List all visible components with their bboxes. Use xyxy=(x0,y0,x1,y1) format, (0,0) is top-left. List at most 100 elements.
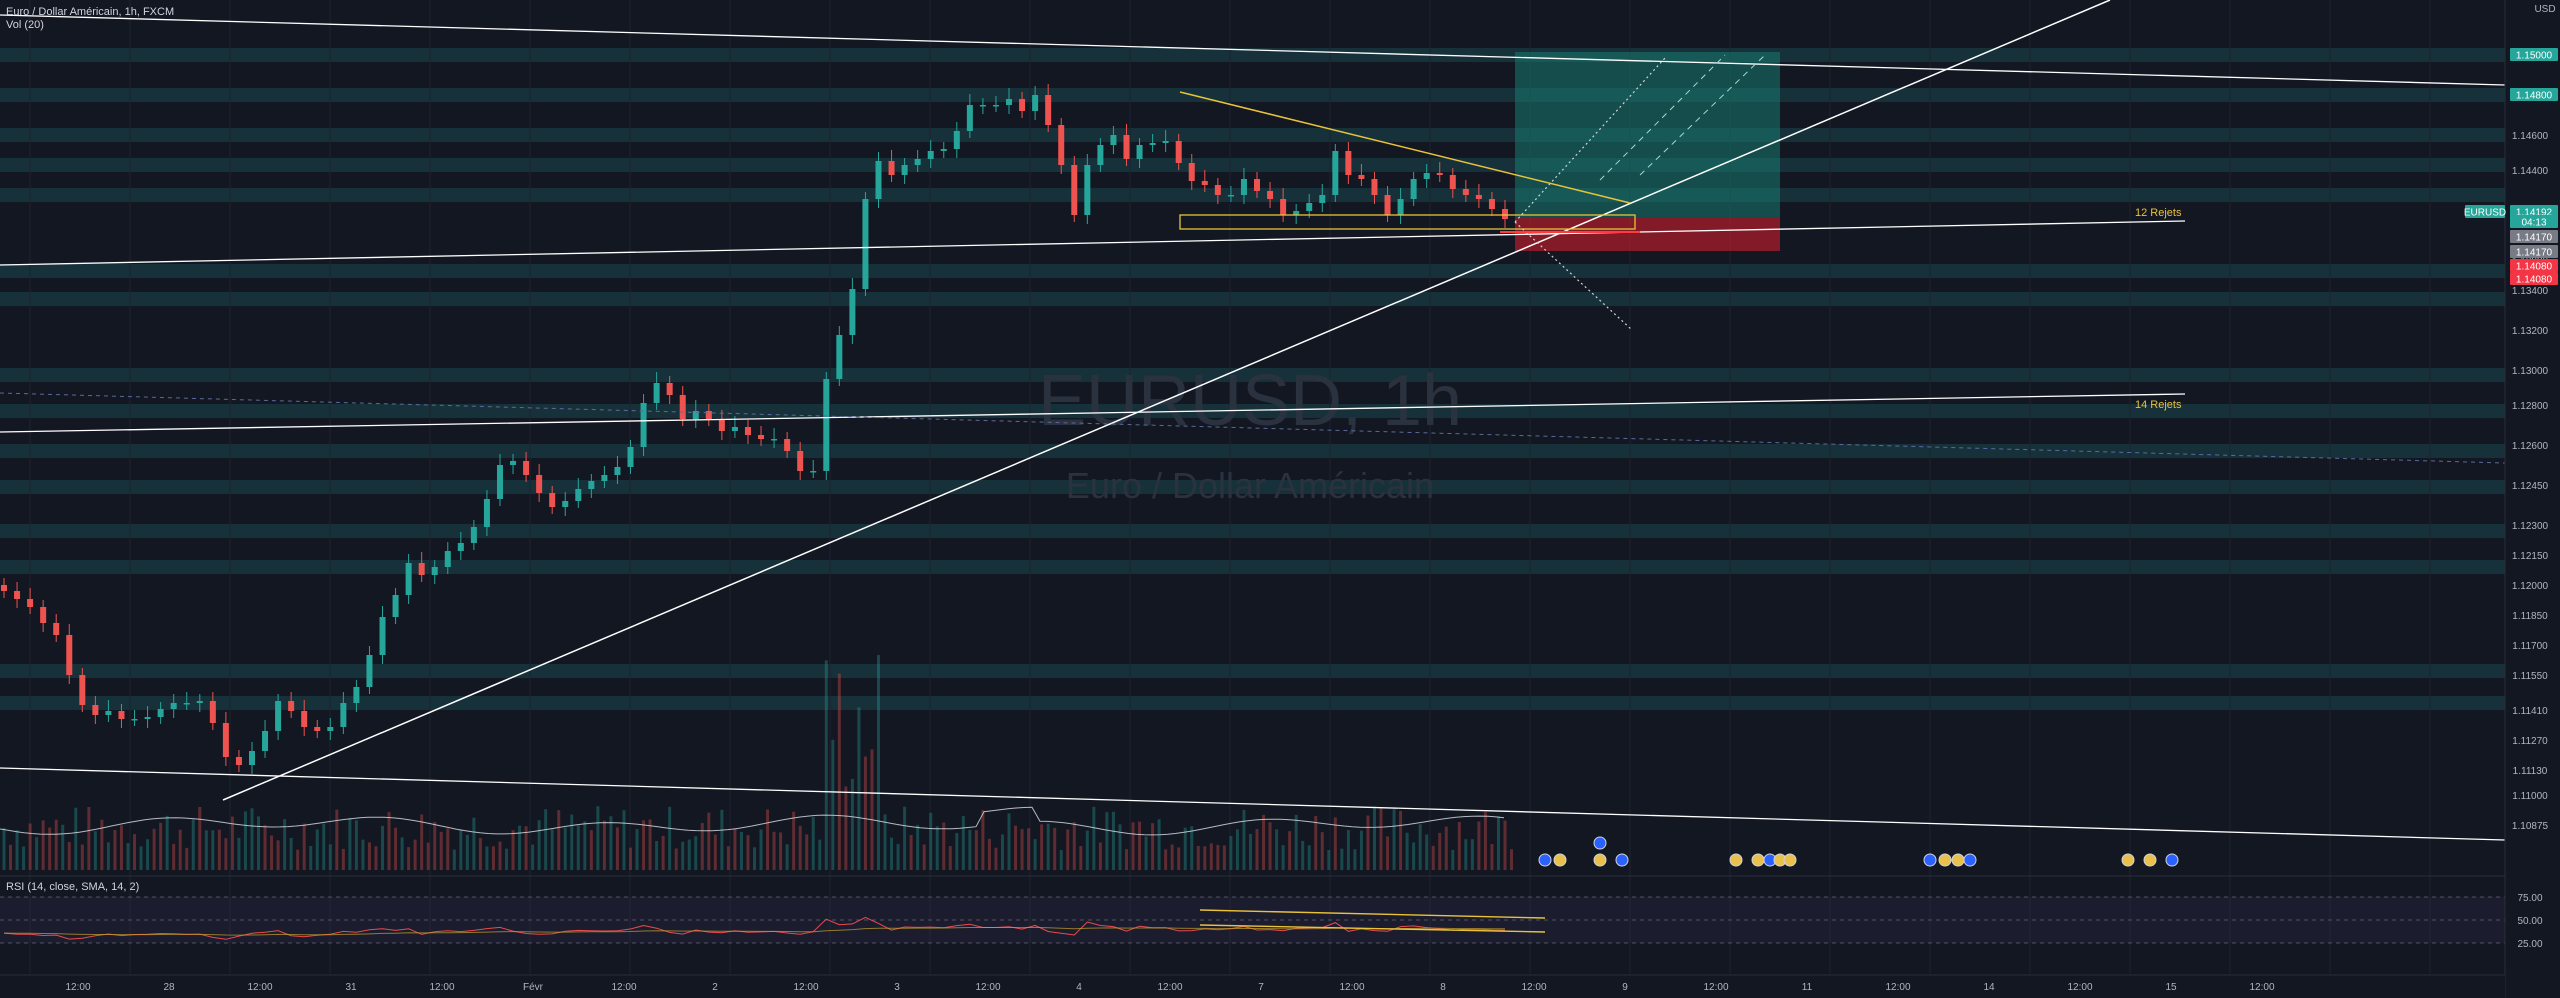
volume-bar xyxy=(328,844,332,870)
price-tag: 1.14192 xyxy=(2516,208,2553,219)
volume-bar xyxy=(113,829,117,870)
volume-bar xyxy=(518,825,522,870)
volume-bar xyxy=(974,830,978,870)
time-tick: 12:00 xyxy=(1157,982,1182,993)
volume-bar xyxy=(1000,834,1004,870)
volume-bar xyxy=(348,818,352,870)
candle-body xyxy=(483,499,490,527)
volume-bar xyxy=(1483,812,1487,870)
volume-bar xyxy=(322,823,326,870)
triangle-base-box xyxy=(1179,214,1636,230)
volume-bar xyxy=(942,822,946,870)
candle-body xyxy=(992,105,999,107)
candle-body xyxy=(222,723,229,757)
volume-bar xyxy=(1053,827,1057,870)
volume-bar xyxy=(1209,843,1213,870)
volume-bar xyxy=(1275,829,1279,870)
volume-bar xyxy=(433,821,437,870)
time-tick: 11 xyxy=(1802,982,1813,993)
candle-body xyxy=(105,711,112,715)
candle-body xyxy=(810,471,817,473)
volume-bar xyxy=(1248,833,1252,870)
candle-body xyxy=(1462,189,1469,195)
price-tick: 1.12300 xyxy=(2512,521,2549,532)
time-tick: 14 xyxy=(1983,982,1995,993)
candle-body xyxy=(1410,179,1417,199)
time-tick: 12:00 xyxy=(1339,982,1364,993)
time-tick: 12:00 xyxy=(1521,982,1546,993)
candle-body xyxy=(1345,151,1352,175)
volume-bar xyxy=(759,829,763,870)
rsi-legend[interactable]: RSI (14, close, SMA, 14, 2) xyxy=(6,881,140,893)
volume-bar xyxy=(1438,832,1442,870)
rsi-ma-line xyxy=(3,926,1506,936)
candle-body xyxy=(771,439,778,441)
candle-body xyxy=(1149,143,1156,145)
candle-body xyxy=(979,105,986,107)
volume-bar xyxy=(1301,840,1305,870)
rsi-divergence-line-2 xyxy=(1199,924,1546,933)
resistance-zone xyxy=(0,404,2505,418)
candle-body xyxy=(510,461,517,465)
volume-bar xyxy=(668,806,672,870)
candle-body xyxy=(131,719,138,721)
volume-bar xyxy=(1118,824,1122,870)
price-tick: 1.11270 xyxy=(2512,736,2548,747)
projection-path-2 xyxy=(1639,54,1766,176)
candle-body xyxy=(549,493,556,507)
candle-body xyxy=(640,403,647,447)
volume-bar xyxy=(224,838,228,870)
volume-bar xyxy=(850,778,854,870)
volume-bar xyxy=(544,809,548,870)
volume-bar xyxy=(2,827,6,870)
volume-bar xyxy=(354,820,358,870)
candle-body xyxy=(157,709,164,717)
volume-bar xyxy=(250,808,254,870)
volume-bar xyxy=(531,844,535,870)
volume-bar xyxy=(9,844,13,870)
candle-body xyxy=(888,161,895,175)
candle-body xyxy=(1449,175,1456,189)
candle-body xyxy=(14,591,21,599)
volume-bar xyxy=(1379,808,1383,870)
candle-body xyxy=(1280,199,1287,215)
volume-legend[interactable]: Vol (20) xyxy=(6,19,44,31)
volume-bar xyxy=(289,837,293,870)
volume-bar xyxy=(583,821,587,870)
candle-body xyxy=(248,751,255,765)
symbol-legend[interactable]: Euro / Dollar Américain, 1h, FXCM xyxy=(6,6,175,18)
volume-bar xyxy=(387,812,391,870)
volume-bar xyxy=(1033,839,1037,870)
volume-bar xyxy=(955,833,959,870)
candle-body xyxy=(1175,141,1182,163)
candle-body xyxy=(1306,203,1313,211)
volume-bar xyxy=(1346,830,1350,870)
volume-bar xyxy=(126,843,130,870)
volume-bar xyxy=(191,819,195,870)
volume-bar xyxy=(1477,821,1481,870)
volume-bar xyxy=(178,829,182,870)
time-tick: 2 xyxy=(712,982,718,993)
candle-body xyxy=(1332,151,1339,195)
volume-bar xyxy=(596,806,600,870)
volume-bar xyxy=(491,846,495,870)
volume-bar xyxy=(152,828,156,870)
volume-bar xyxy=(139,846,143,870)
time-tick: 7 xyxy=(1258,982,1264,993)
candle-body xyxy=(457,543,464,551)
volume-bar xyxy=(981,810,985,870)
candle-body xyxy=(862,199,869,289)
resistance-zone xyxy=(0,480,2505,494)
volume-bar xyxy=(1327,849,1331,870)
price-axis-bg xyxy=(2505,0,2560,998)
candle-body xyxy=(940,149,947,151)
volume-bar xyxy=(987,838,991,870)
economic-event-icon xyxy=(1593,853,1607,867)
volume-bar xyxy=(622,810,626,870)
volume-bar xyxy=(766,809,770,870)
volume-bar xyxy=(335,809,339,870)
volume-bar xyxy=(1072,822,1076,870)
rsi-divergence-line-1 xyxy=(1199,909,1546,919)
